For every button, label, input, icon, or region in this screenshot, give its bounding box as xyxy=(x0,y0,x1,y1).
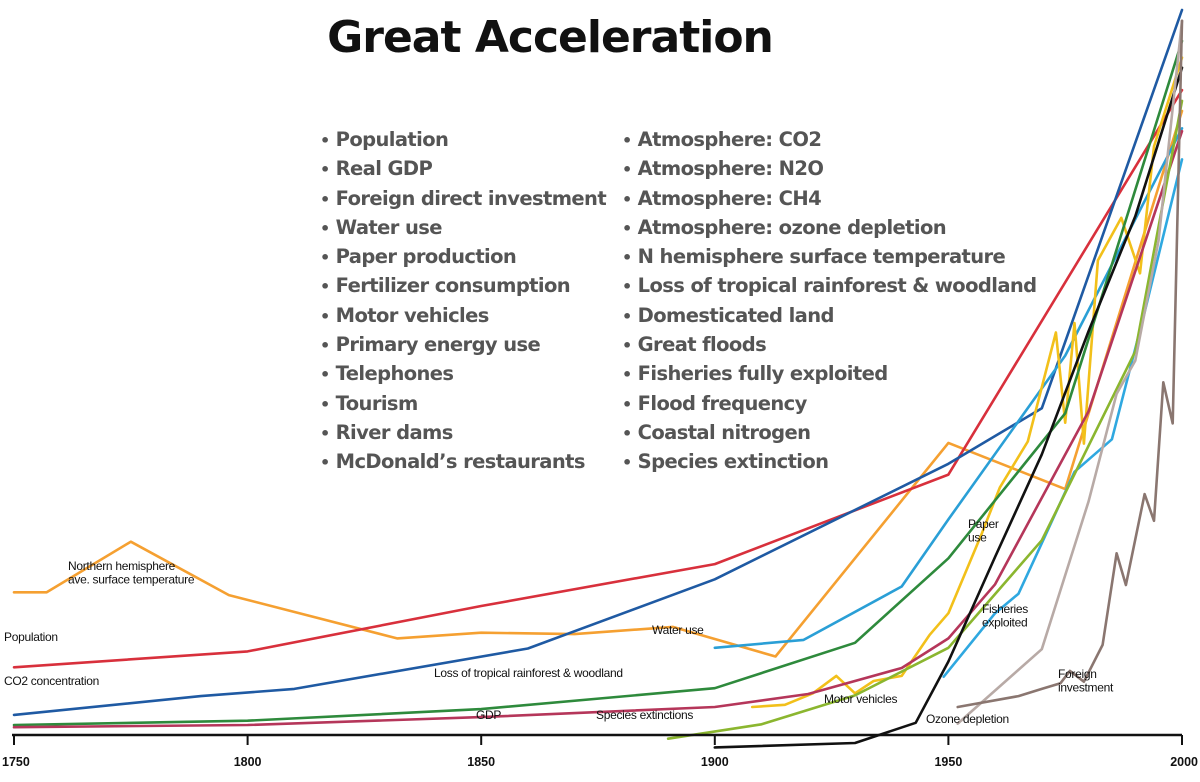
indicator-right-item: Great floods xyxy=(622,330,1037,359)
indicator-right-item: Atmosphere: ozone depletion xyxy=(622,213,1037,242)
indicator-left-item: Paper production xyxy=(320,242,606,271)
series-label: Loss of tropical rainforest & woodland xyxy=(434,666,623,680)
indicator-left-item: Motor vehicles xyxy=(320,301,606,330)
series-line-11 xyxy=(956,19,1184,709)
x-tick-label: 2000 xyxy=(1170,755,1198,769)
indicator-right-item: Atmosphere: CO2 xyxy=(622,125,1037,154)
indicator-left-item: Primary energy use xyxy=(320,330,606,359)
series-label: Population xyxy=(4,630,58,644)
series-label: GDP xyxy=(476,708,501,722)
series-label: use xyxy=(968,531,987,545)
series-line-4 xyxy=(750,56,1184,709)
indicator-right-item: N hemisphere surface temperature xyxy=(622,242,1037,271)
chart-title: Great Acceleration xyxy=(327,12,774,63)
indicator-left-item: McDonald’s restaurants xyxy=(320,447,606,476)
x-tick-label: 1750 xyxy=(2,755,30,769)
series-label: investment xyxy=(1058,681,1114,695)
indicator-left-item: Fertilizer consumption xyxy=(320,271,606,300)
series-line-2 xyxy=(12,8,1184,717)
series-line-0 xyxy=(12,109,1184,658)
series-label: Northern hemisphere xyxy=(68,559,176,573)
series-line-10 xyxy=(956,19,1184,725)
x-tick-label: 1850 xyxy=(467,755,495,769)
indicator-list-left: PopulationReal GDPForeign direct investm… xyxy=(320,125,607,477)
indicator-right-item: Loss of tropical rainforest & woodland xyxy=(622,271,1037,300)
indicator-left-item: River dams xyxy=(320,418,606,447)
x-tick-label: 1950 xyxy=(934,755,962,769)
indicator-right-item: Flood frequency xyxy=(622,389,1037,418)
series-line-8 xyxy=(666,99,1184,741)
series-label: Species extinctions xyxy=(596,708,693,722)
series-label: Foreign xyxy=(1058,667,1097,681)
indicator-right-item: Atmosphere: CH4 xyxy=(622,184,1037,213)
series-label: Ozone depletion xyxy=(926,712,1009,726)
x-tick-label: 1800 xyxy=(234,755,262,769)
indicator-right-item: Fisheries fully exploited xyxy=(622,359,1037,388)
x-axis-ticks: 1750 1800 1850 1900 1950 2000 xyxy=(2,735,1198,769)
series-label: Paper xyxy=(968,517,999,531)
series-line-9 xyxy=(713,66,1184,749)
series-label: Water use xyxy=(652,623,704,637)
series-line-6 xyxy=(12,39,1184,727)
indicator-right-item: Coastal nitrogen xyxy=(622,418,1037,447)
indicator-right-item: Atmosphere: N2O xyxy=(622,154,1037,183)
series-label: Motor vehicles xyxy=(824,692,897,706)
indicator-list-right: Atmosphere: CO2Atmosphere: N2OAtmosphere… xyxy=(622,125,1037,477)
indicator-left-item: Water use xyxy=(320,213,606,242)
series-layer xyxy=(12,8,1184,749)
series-label: ave. surface temperature xyxy=(68,573,195,587)
indicator-right-item: Domesticated land xyxy=(622,301,1037,330)
series-line-7 xyxy=(12,129,1184,729)
series-label: exploited xyxy=(982,616,1027,630)
x-tick-label: 1900 xyxy=(701,755,729,769)
indicator-right-item: Species extinction xyxy=(622,447,1037,476)
indicator-left-item: Population xyxy=(320,125,606,154)
series-label: Fisheries xyxy=(982,602,1028,616)
indicator-left-item: Telephones xyxy=(320,359,606,388)
series-line-3 xyxy=(713,127,1184,650)
series-line-1 xyxy=(12,88,1184,669)
indicator-left-item: Foreign direct investment xyxy=(320,184,607,213)
indicator-left-item: Real GDP xyxy=(320,154,606,183)
indicator-left-item: Tourism xyxy=(320,389,606,418)
series-label: CO2 concentration xyxy=(4,674,99,688)
